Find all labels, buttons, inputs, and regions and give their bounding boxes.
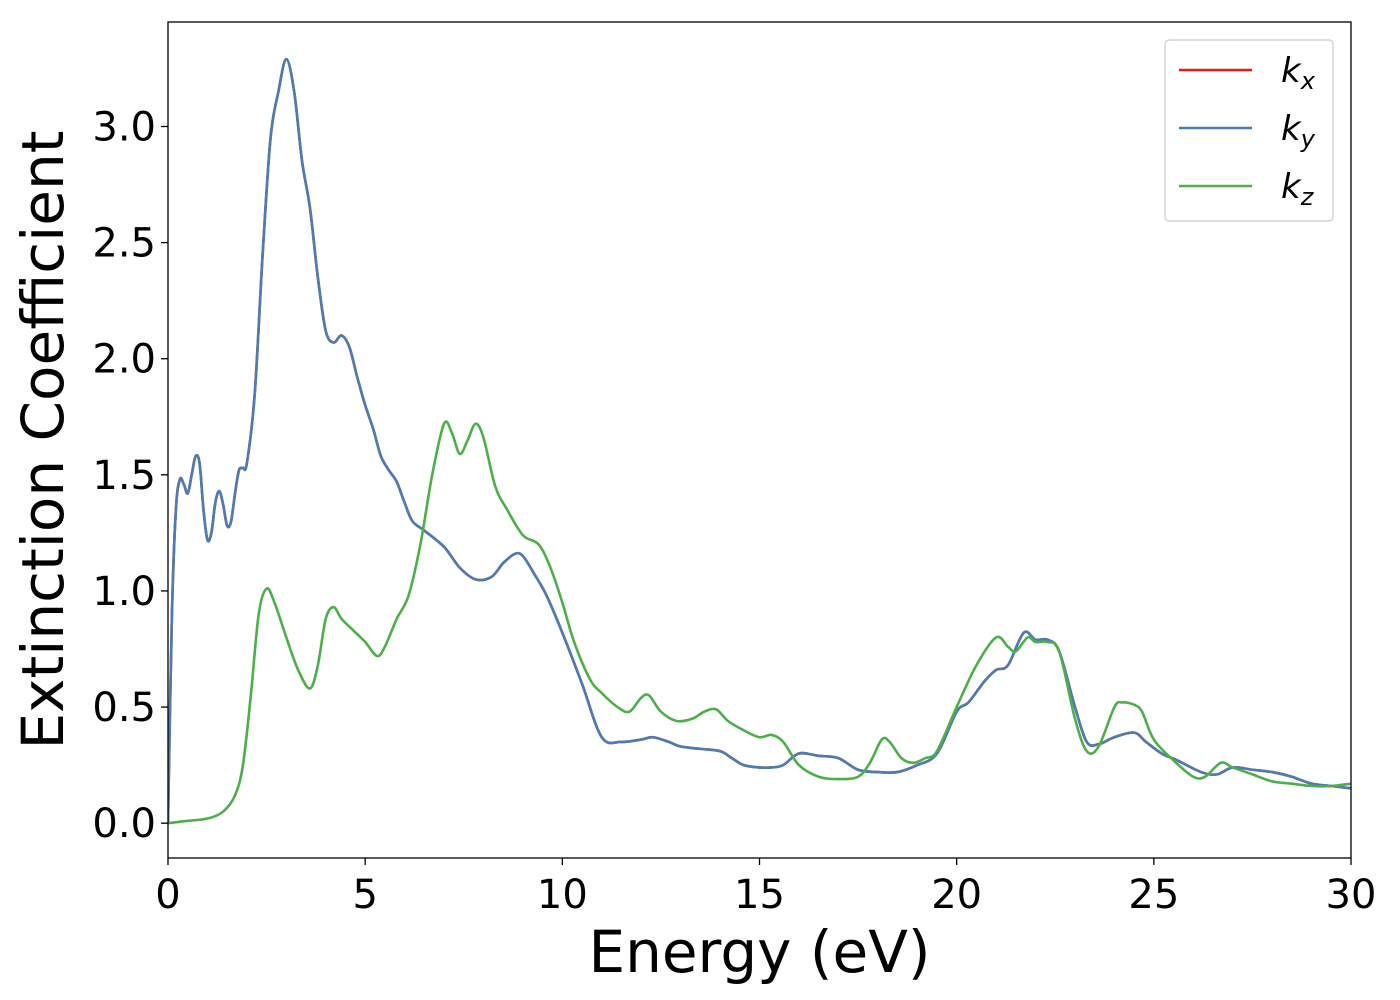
legend-box (1164, 39, 1334, 222)
y-tick-label: 0.0 (92, 801, 156, 847)
x-tick-label: 15 (734, 872, 785, 918)
x-tick-label: 25 (1128, 872, 1179, 918)
legend-label-kx: kx (1281, 51, 1316, 95)
x-axis-ticks: 0 5 10 15 20 25 30 (155, 858, 1376, 918)
y-tick-label: 1.0 (92, 569, 156, 615)
x-tick-label: 10 (537, 872, 588, 918)
x-tick-label: 30 (1326, 872, 1377, 918)
y-tick-label: 0.5 (92, 685, 156, 731)
y-tick-label: 2.5 (92, 221, 156, 267)
legend-label-kz: kz (1281, 167, 1315, 211)
legend: kx ky kz (1164, 39, 1334, 222)
y-tick-label: 3.0 (92, 105, 156, 151)
y-axis-label: Extinction Coefficient (9, 131, 77, 750)
plot-lines (168, 57, 1351, 825)
x-tick-label: 0 (155, 872, 180, 918)
x-tick-label: 5 (352, 872, 377, 918)
y-tick-label: 2.0 (92, 337, 156, 383)
x-tick-label: 20 (931, 872, 982, 918)
y-tick-label: 1.5 (92, 453, 156, 499)
x-axis-label: Energy (eV) (588, 918, 930, 986)
series-line-kz (168, 420, 1351, 825)
y-axis-ticks: 0.0 0.5 1.0 1.5 2.0 2.5 3.0 (92, 105, 168, 847)
legend-label-ky: ky (1281, 109, 1316, 153)
